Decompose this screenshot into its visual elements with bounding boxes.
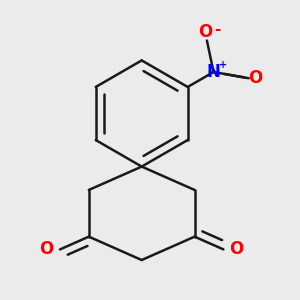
Text: -: - [214, 22, 221, 37]
Text: N: N [207, 63, 220, 81]
Text: +: + [219, 60, 227, 70]
Text: O: O [40, 240, 54, 258]
Text: O: O [230, 240, 244, 258]
Text: O: O [198, 23, 212, 41]
Text: O: O [248, 68, 262, 86]
